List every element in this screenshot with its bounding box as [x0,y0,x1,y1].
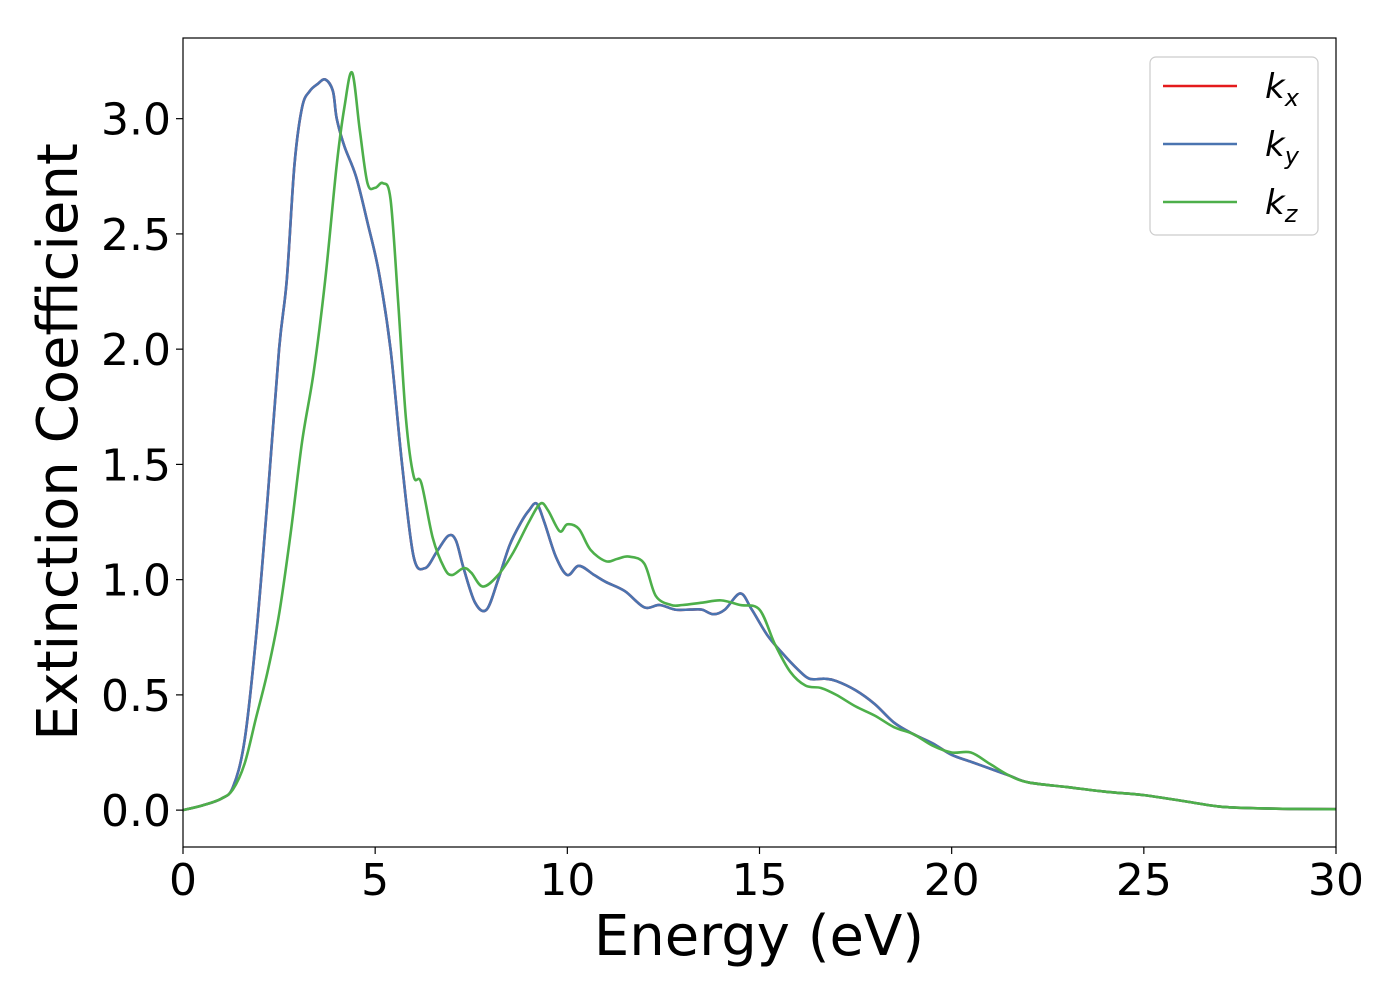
plot-area [182,37,1337,848]
y-tick-label: 1.5 [101,440,171,491]
legend-label-subscript: x [1284,84,1300,112]
x-tick-label: 25 [1116,855,1172,906]
x-tick-label: 0 [169,855,197,906]
y-axis-label: Extinction Coefficient [26,143,91,741]
y-tick-label: 2.5 [101,210,171,261]
series-line-ky [183,77,1336,812]
x-axis-ticks: 0 5 10 15 20 25 30 [169,847,1364,906]
x-tick-label: 5 [361,855,389,906]
y-axis-ticks: 0.0 0.5 1.0 1.5 2.0 2.5 3.0 [101,95,183,837]
y-tick-label: 3.0 [101,95,171,146]
x-tick-label: 30 [1308,855,1364,906]
legend-label-ky: ky [1265,125,1300,170]
y-tick-label: 0.0 [101,786,171,837]
legend-label-subscript: y [1284,142,1300,170]
legend-label-main: k [1265,67,1286,107]
x-tick-label: 15 [732,855,788,906]
y-tick-label: 1.0 [101,556,171,607]
legend-label-subscript: z [1284,200,1299,228]
legend-frame [1149,56,1319,236]
series-line-kz [183,71,1336,812]
legend-label-kz: kz [1265,183,1299,228]
legend-label-main: k [1265,183,1286,223]
x-axis-label: Energy (eV) [594,904,924,969]
y-tick-label: 0.5 [101,671,171,722]
y-tick-label: 2.0 [101,325,171,376]
legend-label-kx: kx [1265,67,1300,112]
x-tick-label: 10 [539,855,595,906]
legend-label-main: k [1265,125,1286,165]
x-tick-label: 20 [924,855,980,906]
series-group [183,71,1336,812]
